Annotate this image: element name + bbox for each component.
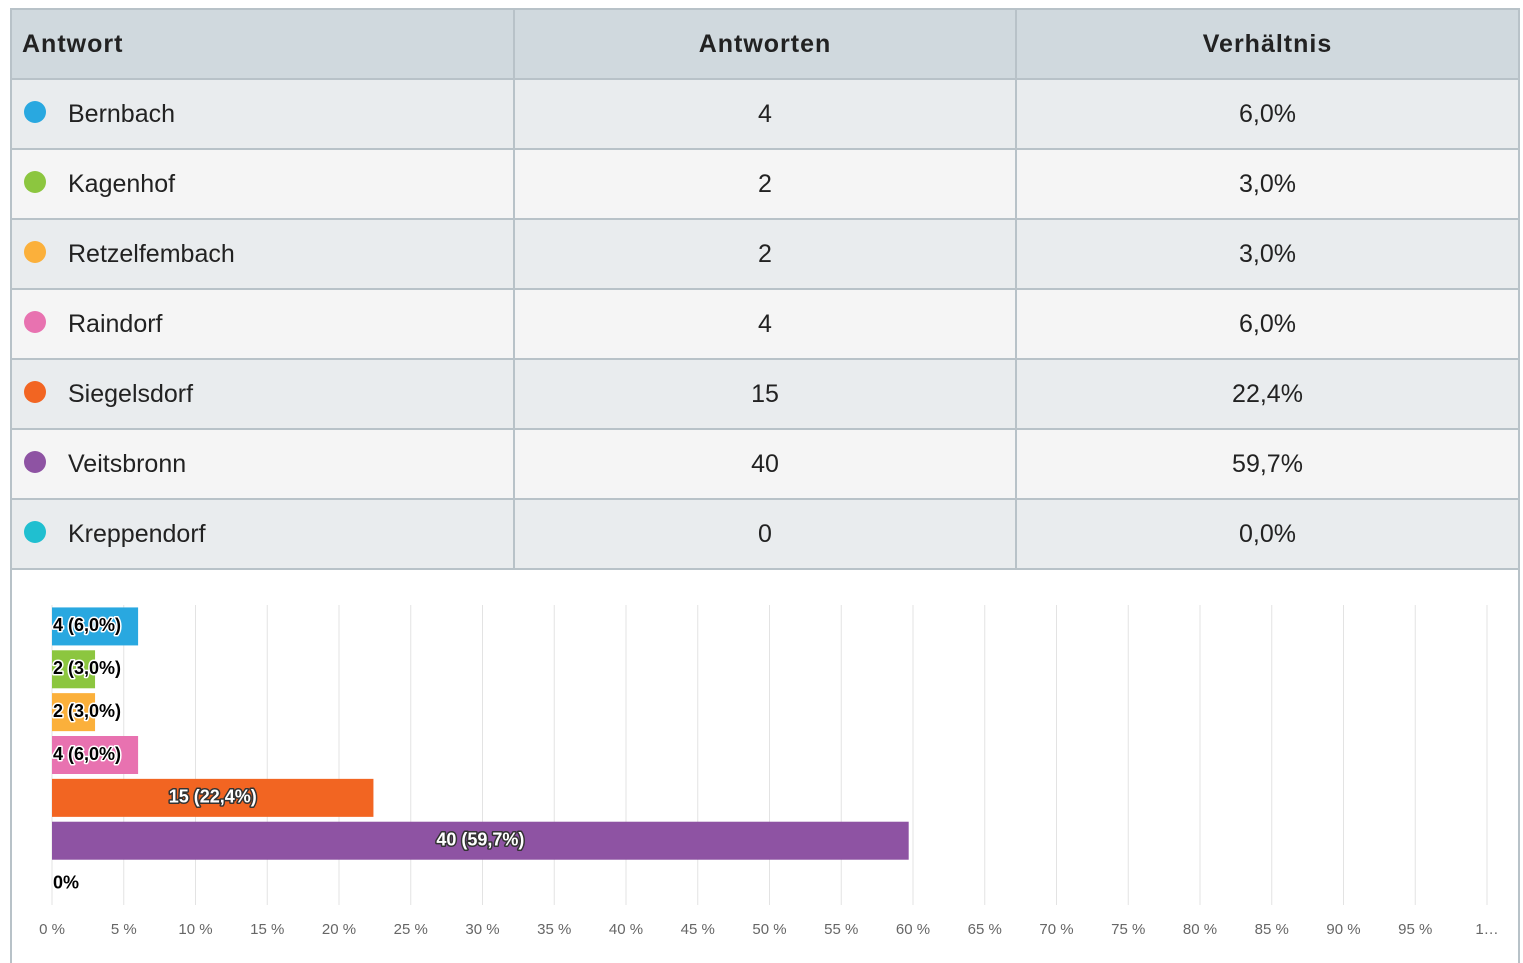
table-cell: Kagenhof: [12, 148, 515, 220]
cell-text: 59,7%: [1232, 449, 1303, 478]
cell-text: Raindorf: [68, 309, 163, 338]
x-tick-label: 30 %: [465, 921, 499, 938]
x-tick-label: 40 %: [609, 921, 643, 938]
x-tick-label: 0 %: [39, 921, 65, 938]
legend-dot: [24, 380, 46, 403]
table-row: Siegelsdorf 15 22,4%: [12, 358, 1518, 430]
legend-dot: [24, 450, 46, 473]
x-tick-label: 25 %: [394, 921, 428, 938]
bar: [52, 736, 139, 774]
cell-text: 0: [758, 519, 772, 548]
table-cell: 22,4%: [1015, 358, 1518, 430]
table-cell: Siegelsdorf: [12, 358, 515, 430]
bar: [52, 821, 909, 860]
cell-text: Kreppendorf: [68, 519, 206, 548]
cell-text: 6,0%: [1239, 309, 1296, 338]
table-cell: 0: [513, 498, 1017, 570]
legend-dot: [24, 520, 46, 543]
cell-text: 0,0%: [1239, 519, 1296, 548]
x-tick-label: 60 %: [896, 921, 930, 938]
x-tick-label: 75 %: [1111, 921, 1145, 938]
table-cell: Kreppendorf: [12, 498, 515, 570]
table-cell: 6,0%: [1015, 79, 1518, 150]
data-label: 2 (3,0%): [53, 701, 121, 721]
table-cell: Bernbach: [12, 79, 515, 150]
cell-text: 4: [758, 309, 772, 338]
table-row: Raindorf 4 6,0%: [12, 288, 1518, 360]
x-tick-label: 5 %: [111, 921, 137, 938]
x-tick-label: 10 %: [178, 921, 212, 938]
data-label: 2 (3,0%): [53, 658, 121, 678]
cell-text: 3,0%: [1239, 169, 1296, 198]
table-cell: 2: [513, 218, 1017, 290]
survey-result: Antwort Antworten Verhältnis Bernbach 4 6,0% K…: [10, 8, 1520, 963]
x-tick-label: 50 %: [752, 921, 786, 938]
x-tick-label: 45 %: [681, 921, 715, 938]
table-cell: 4: [513, 288, 1017, 360]
bar: [52, 650, 96, 689]
x-tick-label: 15 %: [250, 921, 284, 938]
legend-dot: [24, 100, 46, 123]
table-cell: 59,7%: [1015, 428, 1518, 500]
cell-text: Kagenhof: [68, 169, 176, 198]
cell-text: 2: [758, 239, 772, 268]
cell-text: 6,0%: [1239, 99, 1296, 128]
table-row: Bernbach 4 6,0%: [12, 79, 1518, 150]
chart: 0 % 5 % 10 % 15 % 20 % 25 % 30 % 35 % 40 % 45 % 50…: [39, 605, 1499, 938]
table-cell: 3,0%: [1015, 148, 1518, 220]
column-header: Verhältnis: [1015, 10, 1518, 80]
legend-dot: [24, 240, 46, 263]
cell-text: Bernbach: [68, 99, 176, 128]
column-header: Antwort: [12, 10, 515, 80]
result-table: Antwort Antworten Verhältnis Bernbach 4 6,0% K…: [12, 10, 1518, 570]
x-tick-label: 20 %: [322, 921, 356, 938]
x-tick-label: 85 %: [1255, 921, 1289, 938]
legend-dot: [24, 310, 46, 333]
table-cell: 15: [513, 358, 1017, 430]
bar: [52, 778, 374, 817]
cell-text: 15: [751, 379, 779, 408]
data-label: 4 (6,0%): [53, 744, 121, 764]
x-tick-label: 35 %: [537, 921, 571, 938]
cell-text: 22,4%: [1232, 379, 1303, 408]
table-row: Retzelfembach 2 3,0%: [12, 218, 1518, 290]
column-header: Antworten: [513, 10, 1017, 80]
table-cell: Raindorf: [12, 288, 515, 360]
data-label: 15 (22,4%): [169, 787, 257, 807]
table-cell: Veitsbronn: [12, 428, 515, 500]
table-cell: 40: [513, 428, 1017, 500]
x-tick-label: 70 %: [1039, 921, 1073, 938]
x-tick-label: 1…: [1475, 921, 1498, 938]
x-tick-label: 90 %: [1326, 921, 1360, 938]
table-cell: 2: [513, 148, 1017, 220]
table-row: Kreppendorf 0 0,0%: [12, 498, 1518, 570]
x-tick-label: 65 %: [968, 921, 1002, 938]
x-tick-label: 95 %: [1398, 921, 1432, 938]
table-cell: 6,0%: [1015, 288, 1518, 360]
data-label: 4 (6,0%): [53, 615, 121, 635]
table-row: Kagenhof 2 3,0%: [12, 148, 1518, 220]
legend-dot: [24, 170, 46, 193]
x-tick-label: 80 %: [1183, 921, 1217, 938]
cell-text: Veitsbronn: [68, 449, 187, 478]
data-label: 40 (59,7%): [436, 829, 524, 849]
cell-text: Siegelsdorf: [68, 379, 194, 408]
table-cell: 4: [513, 79, 1017, 150]
cell-text: 4: [758, 99, 772, 128]
bar: [52, 607, 139, 646]
bar: [52, 693, 96, 732]
cell-text: 40: [751, 449, 779, 478]
table-cell: Retzelfembach: [12, 218, 515, 290]
x-tick-label: 55 %: [824, 921, 858, 938]
cell-text: 2: [758, 169, 772, 198]
cell-text: Retzelfembach: [68, 239, 235, 268]
table-cell: 0,0%: [1015, 498, 1518, 570]
cell-text: 3,0%: [1239, 239, 1296, 268]
table-cell: 3,0%: [1015, 218, 1518, 290]
data-label: 0%: [53, 872, 79, 892]
table-row: Veitsbronn 40 59,7%: [12, 428, 1518, 500]
